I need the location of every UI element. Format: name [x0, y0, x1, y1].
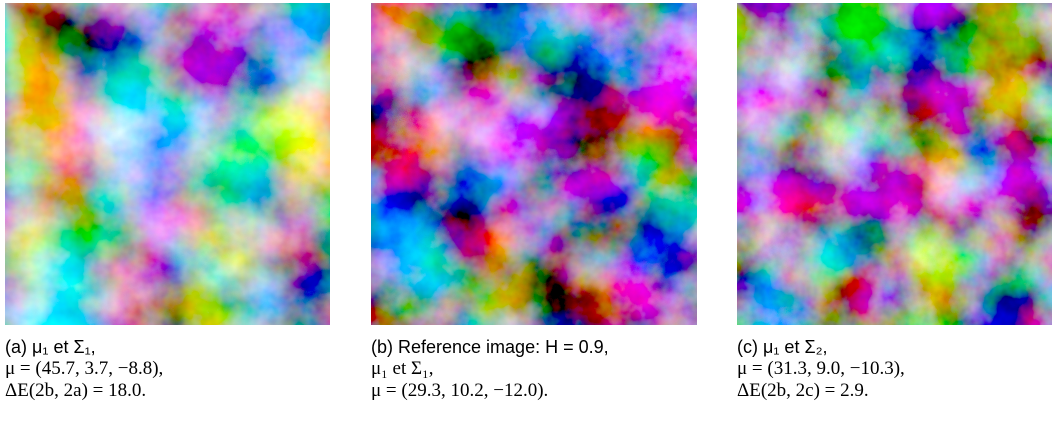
noise: [5, 3, 330, 325]
noise: [371, 3, 697, 325]
noise: [737, 3, 1052, 325]
caption-line: (c) μ₁ et Σ₂,: [737, 337, 828, 357]
caption: (c) μ₁ et Σ₂, μ = (31.3, 9.0, −10.3), ΔE…: [737, 336, 905, 402]
caption-line: (a) μ₁ et Σ₁,: [5, 337, 96, 357]
caption-line: μ = (29.3, 10.2, −12.0).: [371, 380, 549, 401]
caption: (b) Reference image: H = 0.9, μ₁ et Σ₁, …: [371, 336, 609, 402]
caption: (a) μ₁ et Σ₁, μ = (45.7, 3.7, −8.8), ΔE(…: [5, 336, 163, 402]
caption-line: μ = (31.3, 9.0, −10.3),: [737, 358, 905, 379]
texture-image: [5, 3, 330, 325]
caption-line: ΔE(2b, 2c) = 2.9.: [737, 380, 869, 401]
texture-image: [371, 3, 697, 325]
caption-line: (b) Reference image: H = 0.9,: [371, 337, 609, 357]
caption-line: ΔE(2b, 2a) = 18.0.: [5, 380, 147, 401]
caption-line: μ₁ et Σ₁,: [371, 358, 434, 379]
caption-line: μ = (45.7, 3.7, −8.8),: [5, 358, 164, 379]
texture-image: [737, 3, 1052, 325]
